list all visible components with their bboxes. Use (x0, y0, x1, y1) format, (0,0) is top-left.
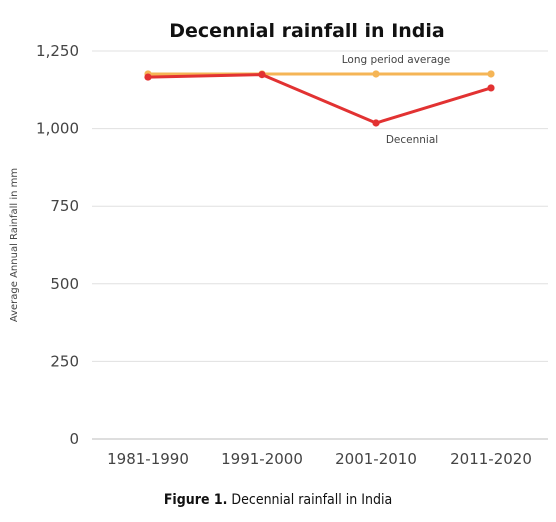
data-point (372, 119, 380, 127)
data-point (258, 70, 266, 79)
series-line (146, 73, 493, 125)
series-1: Decennial (144, 70, 495, 146)
series-layer: Long period average Decennial (144, 54, 495, 146)
x-tick-label: 1991-2000 (221, 450, 303, 468)
y-tick-label: 500 (50, 275, 79, 293)
y-tick-label: 0 (69, 430, 79, 448)
caption-prefix: Figure 1. (163, 492, 228, 508)
y-tick-label: 1,000 (36, 120, 79, 138)
y-tick-label: 250 (50, 352, 79, 370)
figure-caption: Figure 1. Decennial rainfall in India (0, 492, 556, 508)
data-point (144, 73, 152, 81)
series-annotation: Decennial (386, 134, 438, 146)
y-tick-label: 750 (50, 197, 79, 215)
data-point (487, 70, 495, 78)
y-tick-label: 1,250 (36, 42, 79, 60)
chart-title: Decennial rainfall in India (169, 20, 444, 42)
data-point (372, 70, 380, 78)
x-tick-label: 2011-2020 (450, 450, 532, 468)
y-axis-ticks: 0 250 500 750 1,000 1,250 (36, 42, 79, 448)
x-tick-label: 1981-1990 (107, 450, 189, 468)
caption-text: Decennial rainfall in India (227, 492, 393, 508)
series-annotation: Long period average (342, 54, 451, 66)
gridlines (92, 50, 548, 440)
x-axis-ticks: 1981-1990 1991-2000 2001-2010 2011-2020 (107, 450, 532, 468)
y-axis-label: Average Annual Rainfall in mm (9, 168, 20, 322)
data-point (487, 84, 495, 92)
series-0: Long period average (144, 54, 495, 78)
x-tick-label: 2001-2010 (335, 450, 417, 468)
